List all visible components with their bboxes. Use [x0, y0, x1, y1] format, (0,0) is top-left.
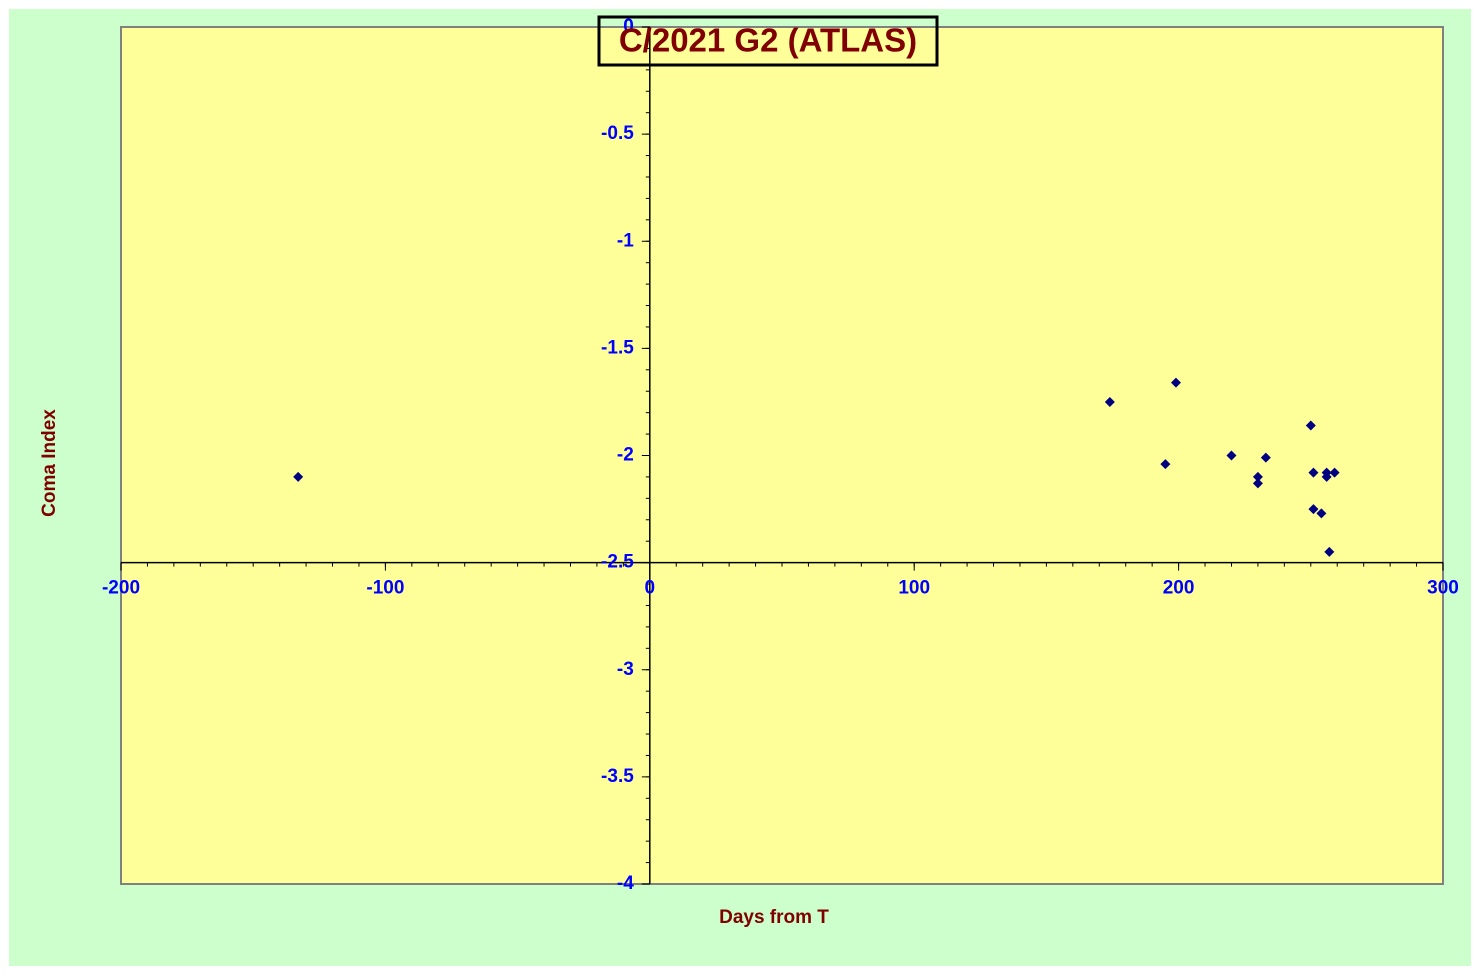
x-tick-label: 0 — [645, 578, 656, 599]
y-tick-label: -4 — [617, 873, 634, 894]
chart-title: C/2021 G2 (ATLAS) — [619, 22, 917, 59]
data-point — [1305, 420, 1316, 431]
data-point — [1321, 471, 1332, 482]
data-point — [1160, 459, 1171, 470]
data-point — [1324, 546, 1335, 557]
x-tick-label: -200 — [102, 578, 140, 599]
y-tick-label: 0 — [623, 16, 634, 37]
data-point — [1252, 478, 1263, 489]
data-point — [1260, 452, 1271, 463]
data-point — [1252, 471, 1263, 482]
y-tick-label: -2.5 — [601, 552, 634, 573]
y-tick-label: -3.5 — [601, 766, 634, 787]
x-tick-label: 100 — [898, 578, 930, 599]
x-axis-label: Days from T — [719, 907, 829, 928]
x-tick-label: 200 — [1163, 578, 1195, 599]
data-point — [1308, 504, 1319, 515]
data-point — [1170, 377, 1181, 388]
data-point — [1316, 508, 1327, 519]
data-point — [1104, 396, 1115, 407]
y-tick-label: -2 — [617, 445, 634, 466]
data-point — [293, 471, 304, 482]
x-tick-label: -100 — [366, 578, 404, 599]
data-point — [1308, 467, 1319, 478]
data-point — [1226, 450, 1237, 461]
y-tick-label: -0.5 — [601, 123, 634, 144]
plot-content: -200 -100 0 100 200 300 0 -0.5 -1 -1.5 -2 -2.5 -3 -3.… — [102, 16, 1459, 894]
y-axis-label: Coma Index — [39, 409, 60, 517]
y-tick-label: -3 — [617, 659, 634, 680]
x-tick-label: 300 — [1427, 578, 1459, 599]
y-tick-label: -1 — [617, 230, 634, 251]
data-point — [1329, 467, 1340, 478]
plot-area — [120, 26, 1444, 885]
y-tick-label: -1.5 — [601, 337, 634, 358]
title-box — [597, 15, 939, 67]
